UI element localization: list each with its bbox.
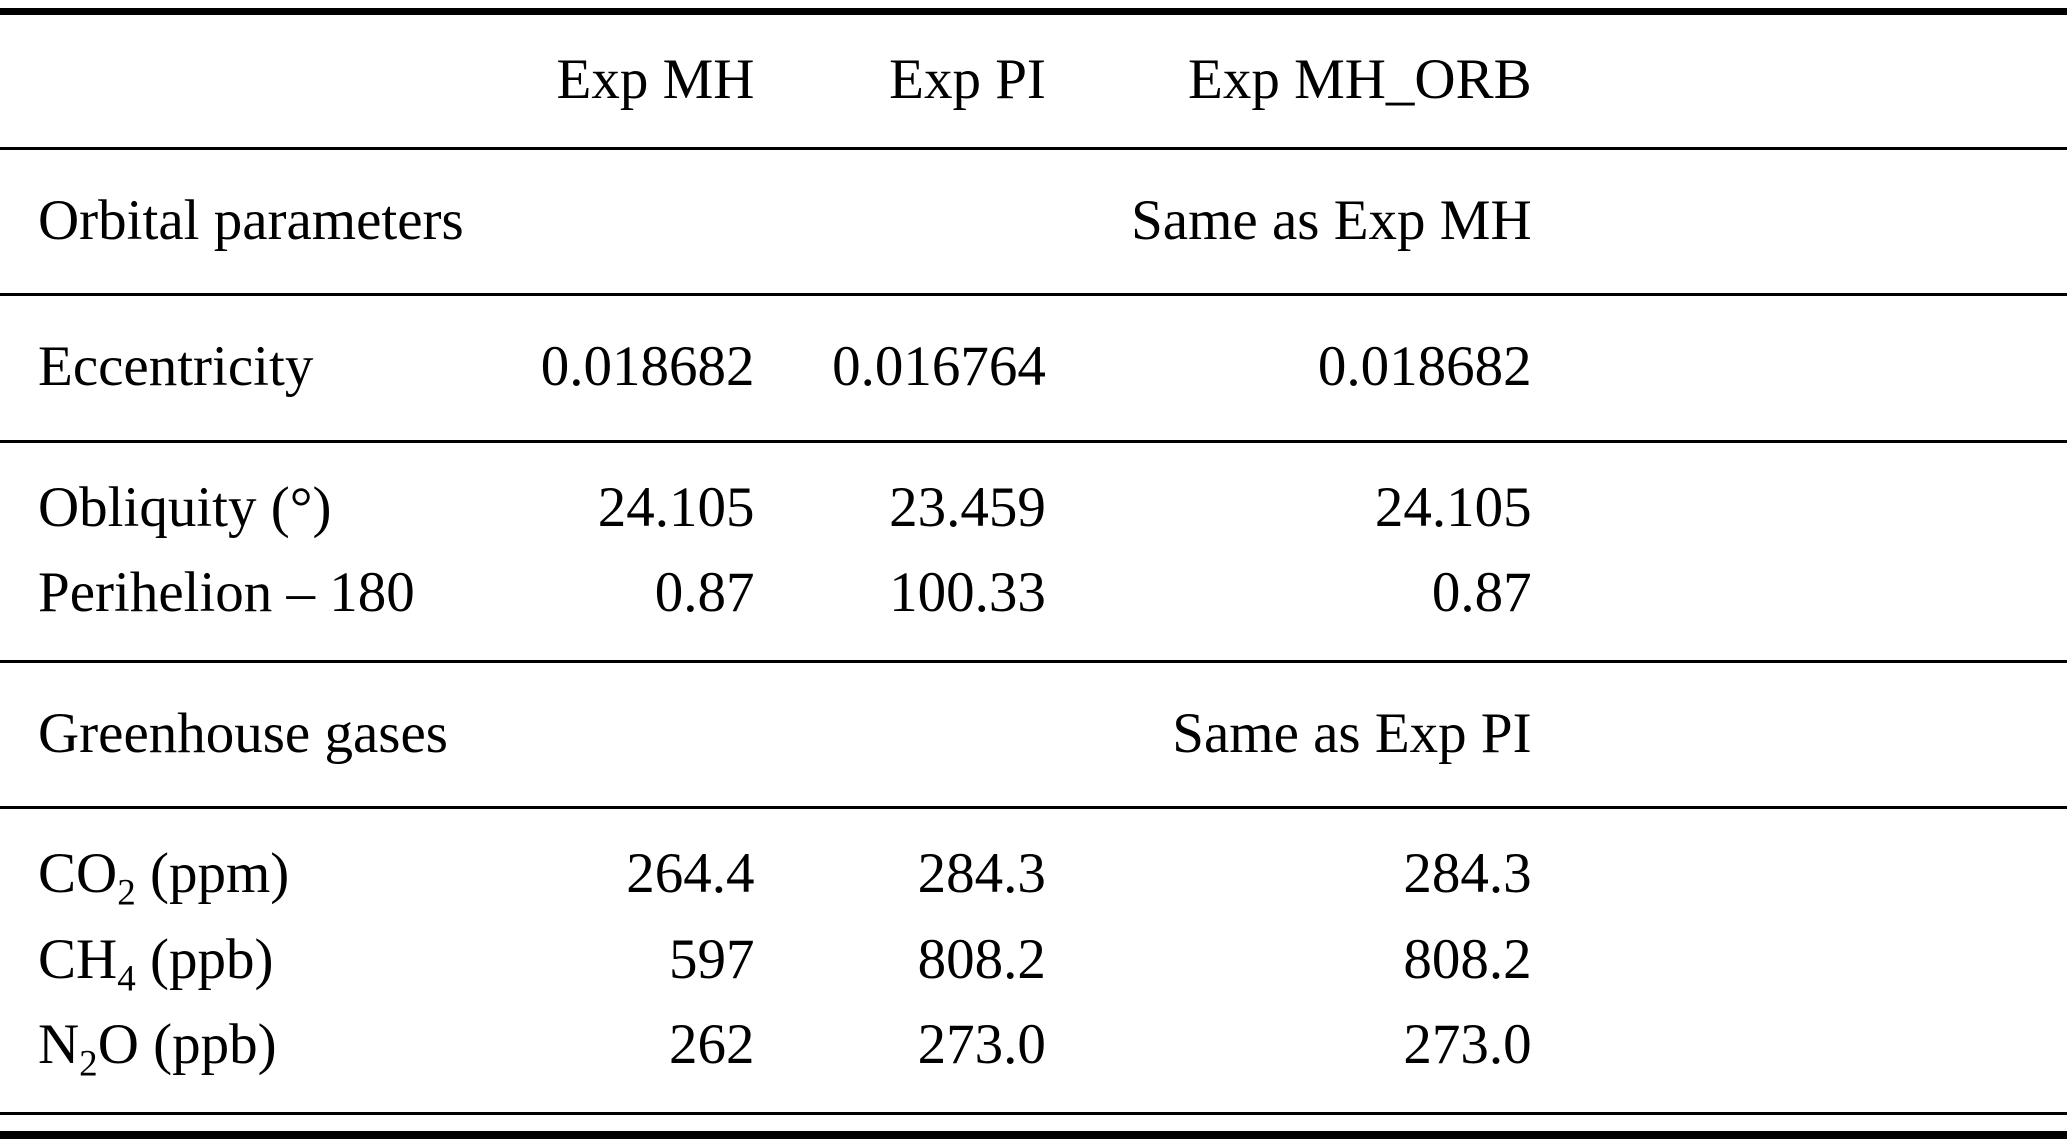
co2-unit: (ppm) [135,842,290,905]
table-row-ch4: CH4 (ppb) 597 808.2 808.2 [0,917,2067,1003]
n2o-subscript: 2 [79,1043,98,1085]
ch4-subscript: 4 [117,957,136,999]
cell-obliquity-exp-mh-orb: 24.105 [1045,439,1532,550]
bottom-rule-spacer [0,1111,2067,1135]
cell-n2o-exp-pi: 273.0 [917,1013,1046,1076]
cell-eccentricity-exp-mh-orb: 0.018682 [1045,293,1532,441]
cell-obliquity-exp-pi: 23.459 [754,439,1046,550]
section-title-greenhouse: Greenhouse gases [0,659,1046,808]
spacer-cell [0,1111,2067,1135]
section-note-orbital: Same as Exp MH [1045,146,1532,295]
row-label-co2: CO2 (ppm) [0,806,497,917]
cell-ch4-exp-pi: 808.2 [917,927,1046,991]
filler-cell [1532,917,2067,1003]
cell-co2-exp-pi: 284.3 [754,806,1046,917]
header-row: Exp MH Exp PI Exp MH_ORB [0,8,2067,148]
filler-cell [1531,146,2067,295]
cell-ch4-exp-mh: 597 [668,927,755,991]
table-row-perihelion: Perihelion – 180 0.87 100.33 0.87 [0,550,2067,661]
table-row-eccentricity: Eccentricity 0.018682 0.016764 0.018682 [0,293,2067,441]
filler-cell [1531,8,2067,148]
ch4-base: CH [38,927,118,991]
cell-eccentricity-exp-mh: 0.018682 [496,293,755,441]
section-title-orbital: Orbital parameters [0,146,1046,295]
cell-co2-exp-mh-orb: 284.3 [1045,806,1532,917]
cell-n2o-exp-mh-orb: 273.0 [1403,1013,1532,1076]
cell-eccentricity-exp-pi: 0.016764 [754,293,1046,441]
row-label-obliquity: Obliquity (°) [0,439,497,550]
filler-cell [1531,439,2067,550]
section-row-orbital: Orbital parameters Same as Exp MH [0,146,2067,295]
row-label-perihelion: Perihelion – 180 [38,561,415,624]
filler-cell [1531,659,2067,808]
cell-perihelion-exp-mh: 0.87 [654,561,755,624]
row-label-n2o: N2O (ppb) [0,1002,496,1113]
section-row-greenhouse: Greenhouse gases Same as Exp PI [0,659,2067,808]
cell-n2o-exp-mh: 262 [668,1013,755,1076]
experiment-parameters-table: Exp MH Exp PI Exp MH_ORB Orbital paramet… [0,8,2067,1139]
filler-cell [1532,550,2067,661]
filler-cell [1531,806,2067,917]
corner-cell [0,8,497,148]
section-note-greenhouse: Same as Exp PI [1045,659,1532,808]
n2o-base: N [38,1013,80,1076]
n2o-unit: O (ppb) [97,1013,277,1076]
cell-perihelion-exp-pi: 100.33 [889,561,1046,624]
col-header-exp-mh: Exp MH [496,8,755,148]
cell-obliquity-exp-mh: 24.105 [496,439,755,550]
cell-co2-exp-mh: 264.4 [496,806,755,917]
cell-perihelion-exp-mh-orb: 0.87 [1431,561,1532,624]
co2-base: CO [38,842,118,905]
row-label-ch4: CH4 (ppb) [0,917,496,1003]
ch4-unit: (ppb) [135,927,274,991]
table-row-n2o: N2O (ppb) 262 273.0 273.0 [0,1002,2067,1113]
co2-subscript: 2 [117,872,136,914]
filler-cell [1531,293,2067,441]
row-label-eccentricity: Eccentricity [0,293,497,441]
cell-ch4-exp-mh-orb: 808.2 [1403,927,1532,991]
col-header-exp-mh-orb: Exp MH_ORB [1045,8,1532,148]
col-header-exp-pi: Exp PI [754,8,1046,148]
table-row-co2: CO2 (ppm) 264.4 284.3 284.3 [0,806,2067,917]
filler-cell [1532,1002,2067,1113]
table-row-obliquity: Obliquity (°) 24.105 23.459 24.105 [0,439,2067,550]
